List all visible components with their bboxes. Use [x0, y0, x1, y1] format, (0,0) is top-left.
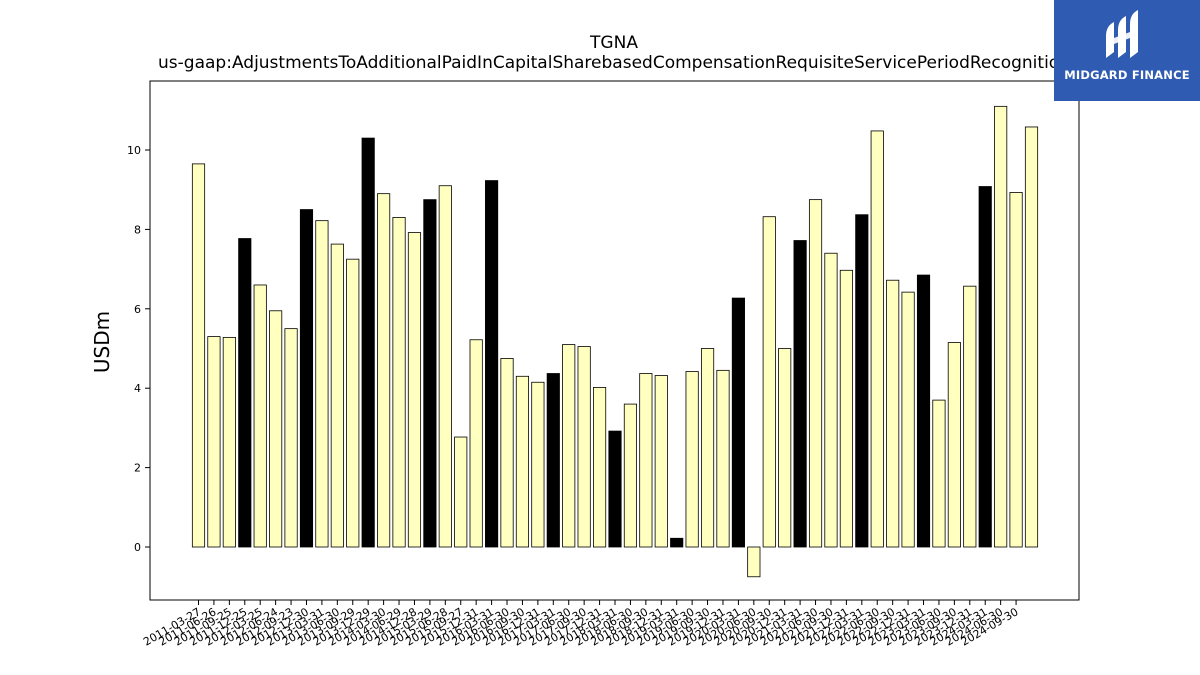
midgard-finance-logo: MIDGARD FINANCE	[1054, 0, 1200, 101]
bar-2018-09-30	[639, 373, 653, 548]
bar-2024-06-30	[994, 105, 1008, 548]
bar-2015-03-29	[423, 199, 437, 548]
bar-2020-12-31	[778, 348, 792, 548]
bar-2016-09-30	[515, 375, 530, 548]
y-axis: 0 2 4 6 8 10	[127, 144, 150, 554]
bar-2023-12-31	[963, 285, 977, 548]
y-tick-label: 8	[134, 223, 141, 236]
bar-2019-12-31	[716, 369, 730, 548]
bar-2011-06-26	[207, 336, 221, 548]
bar-2021-06-30	[808, 199, 823, 548]
bar-2011-03-27	[191, 163, 206, 548]
bar-2016-12-31	[531, 381, 545, 548]
bar-2013-03-31	[315, 220, 329, 548]
bar-2012-06-24	[269, 310, 283, 548]
bar-2017-03-31	[546, 373, 560, 548]
bar-2011-12-25	[238, 238, 252, 548]
bar-2014-03-30	[377, 193, 391, 548]
chart-subtitle: us-gaap:AdjustmentsToAdditionalPaidInCap…	[158, 53, 1070, 73]
bar-2019-06-30	[685, 371, 699, 548]
bar-2017-12-31	[593, 387, 607, 548]
bar-2024-09-30	[1009, 192, 1023, 548]
bar-2012-12-30	[299, 209, 314, 548]
y-tick-label: 4	[134, 382, 141, 395]
bar-2023-06-30	[932, 399, 946, 548]
bar-2014-12-28	[407, 232, 422, 548]
bar-2023-09-30	[947, 342, 961, 548]
plot-frame	[149, 80, 1080, 601]
bar-2017-06-30	[562, 344, 576, 548]
bar-2018-03-31	[608, 430, 622, 548]
bar-2020-06-30	[747, 546, 761, 578]
bar-2021-03-31	[793, 240, 807, 548]
bar-2015-12-31	[469, 339, 483, 548]
bar-2016-03-31	[485, 180, 499, 548]
bar-2017-09-30	[577, 346, 591, 548]
bar-2019-03-31	[670, 537, 684, 548]
bar-2013-06-30	[330, 243, 344, 548]
bar-2022-09-30	[886, 279, 900, 548]
bar-undefined	[1024, 126, 1039, 548]
bar-2021-09-30	[824, 252, 838, 548]
bar-2015-06-28	[438, 185, 452, 548]
y-tick-label: 10	[127, 144, 141, 157]
bars-group	[191, 105, 1039, 578]
bar-2018-06-30	[623, 403, 638, 548]
y-axis-label: USDm	[90, 311, 114, 373]
bar-2020-03-31	[731, 297, 745, 548]
bar-2022-03-31	[855, 214, 869, 548]
y-tick-label: 0	[134, 541, 141, 554]
bar-2013-12-29	[361, 137, 375, 548]
bar-2024-03-31	[978, 186, 992, 548]
bar-2020-09-30	[762, 216, 776, 548]
y-tick-label: 6	[134, 303, 141, 316]
bar-2016-06-30	[500, 358, 514, 548]
bar-2022-12-31	[901, 291, 915, 548]
bar-2012-09-23	[284, 328, 298, 548]
x-axis: 2011-03-272011-06-262011-09-252011-12-25…	[141, 600, 1021, 649]
bar-2022-06-30	[870, 130, 884, 548]
logo-brand-text: MIDGARD FINANCE	[1064, 68, 1190, 82]
bar-2019-09-30	[700, 348, 715, 548]
bar-2013-09-29	[346, 258, 360, 548]
midgard-logo-icon	[1106, 10, 1138, 58]
bar-2021-12-31	[839, 269, 853, 548]
chart-title: TGNA	[589, 33, 638, 53]
bar-2011-09-25	[222, 336, 236, 548]
bar-2015-09-27	[454, 436, 468, 548]
y-tick-label: 2	[134, 462, 141, 475]
bar-2018-12-31	[654, 375, 668, 548]
bar-2012-03-25	[253, 284, 267, 548]
bar-2014-06-29	[392, 217, 406, 548]
bar-2023-03-31	[916, 274, 931, 548]
